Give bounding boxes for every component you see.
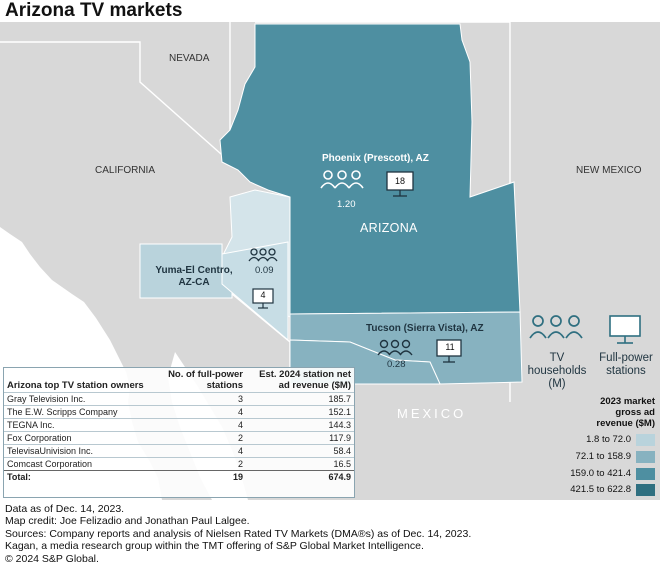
stations-cell: 4 — [160, 418, 246, 432]
legend-households-label: TV households (M) — [527, 352, 587, 390]
owner-cell: Comcast Corporation — [4, 457, 160, 471]
monitor-icon — [252, 288, 274, 309]
station-owners-table: Arizona top TV station owners No. of ful… — [3, 367, 355, 498]
stations-phoenix: 18 — [394, 176, 405, 186]
owner-cell: TelevisaUnivision Inc. — [4, 444, 160, 458]
stations-cell: 4 — [160, 444, 246, 458]
stations-cell: 4 — [160, 405, 246, 419]
table-total-row: Total: 19 674.9 — [4, 470, 354, 483]
stations-yuma: 4 — [260, 290, 266, 300]
color-legend-swatch-1 — [636, 451, 655, 463]
people-icon — [248, 248, 278, 262]
phoenix-market — [219, 23, 521, 315]
color-legend-title: 2023 market gross ad revenue ($M) — [596, 396, 655, 429]
total-stations: 19 — [160, 470, 246, 483]
table-row: Fox Corporation 2 117.9 — [4, 431, 354, 445]
table-header: Est. 2024 station net ad revenue ($M) — [259, 369, 351, 391]
owner-cell: TEGNA Inc. — [4, 418, 160, 432]
monitor-legend-icon — [609, 315, 641, 344]
table-header: No. of full-power stations — [168, 369, 243, 391]
revenue-cell: 117.9 — [246, 431, 354, 445]
footer-line: Kagan, a media research group within the… — [5, 540, 424, 553]
footer-line: Data as of Dec. 14, 2023. — [5, 503, 125, 515]
legend-stations-label: Full-power stations — [599, 352, 653, 377]
revenue-cell: 185.7 — [246, 392, 354, 406]
people-legend-icon — [529, 315, 583, 339]
color-legend-swatch-3 — [636, 484, 655, 496]
revenue-cell: 16.5 — [246, 457, 354, 471]
market-name-phoenix: Phoenix (Prescott), AZ — [322, 153, 429, 164]
owner-cell: Fox Corporation — [4, 431, 160, 445]
revenue-cell: 58.4 — [246, 444, 354, 458]
table-header-row: Arizona top TV station owners No. of ful… — [4, 368, 354, 393]
table-row: Comcast Corporation 2 16.5 — [4, 457, 354, 471]
stations-cell: 2 — [160, 457, 246, 471]
stations-tucson: 11 — [445, 342, 455, 352]
new-mexico-label: NEW MEXICO — [576, 165, 642, 176]
owner-cell: Gray Television Inc. — [4, 392, 160, 406]
footer-notes: Data as of Dec. 14, 2023. Map credit: Jo… — [5, 503, 471, 565]
mexico-label: MEXICO — [397, 406, 467, 421]
color-legend-label-2: 159.0 to 421.4 — [570, 468, 631, 479]
total-label: Total: — [4, 470, 160, 483]
table-header: Arizona top TV station owners — [7, 380, 144, 391]
stations-cell: 3 — [160, 392, 246, 406]
footer-line: Map credit: Joe Felizadio and Jonathan P… — [5, 515, 250, 528]
table-row: Gray Television Inc. 3 185.7 — [4, 392, 354, 406]
california-label: CALIFORNIA — [95, 165, 156, 176]
monitor-icon — [436, 339, 462, 363]
households-yuma: 0.09 — [255, 265, 274, 276]
market-name-yuma: Yuma-El Centro, AZ-CA — [155, 265, 233, 288]
people-icon — [377, 339, 413, 356]
revenue-cell: 144.3 — [246, 418, 354, 432]
nevada-label: NEVADA — [169, 53, 210, 64]
table-row: TelevisaUnivision Inc. 4 58.4 — [4, 444, 354, 458]
page-title: Arizona TV markets — [5, 0, 183, 21]
revenue-cell: 152.1 — [246, 405, 354, 419]
color-legend-swatch-0 — [636, 434, 655, 446]
owner-cell: The E.W. Scripps Company — [4, 405, 160, 419]
table-row: The E.W. Scripps Company 4 152.1 — [4, 405, 354, 419]
monitor-icon — [386, 171, 414, 197]
total-revenue: 674.9 — [246, 470, 354, 483]
people-icon — [320, 170, 364, 189]
households-phoenix: 1.20 — [337, 199, 356, 210]
table-row: TEGNA Inc. 4 144.3 — [4, 418, 354, 432]
color-legend-label-3: 421.5 to 622.8 — [570, 484, 631, 495]
border-ca-nv — [0, 41, 231, 163]
color-legend-swatch-2 — [636, 468, 655, 480]
market-name-tucson: Tucson (Sierra Vista), AZ — [366, 323, 484, 334]
footer-line: © 2024 S&P Global. — [5, 552, 99, 565]
footer-line: Sources: Company reports and analysis of… — [5, 527, 472, 540]
households-tucson: 0.28 — [387, 359, 406, 370]
color-legend-label-0: 1.8 to 72.0 — [586, 434, 631, 445]
arizona-label: ARIZONA — [360, 221, 418, 235]
stations-cell: 2 — [160, 431, 246, 445]
color-legend-label-1: 72.1 to 158.9 — [575, 451, 631, 462]
